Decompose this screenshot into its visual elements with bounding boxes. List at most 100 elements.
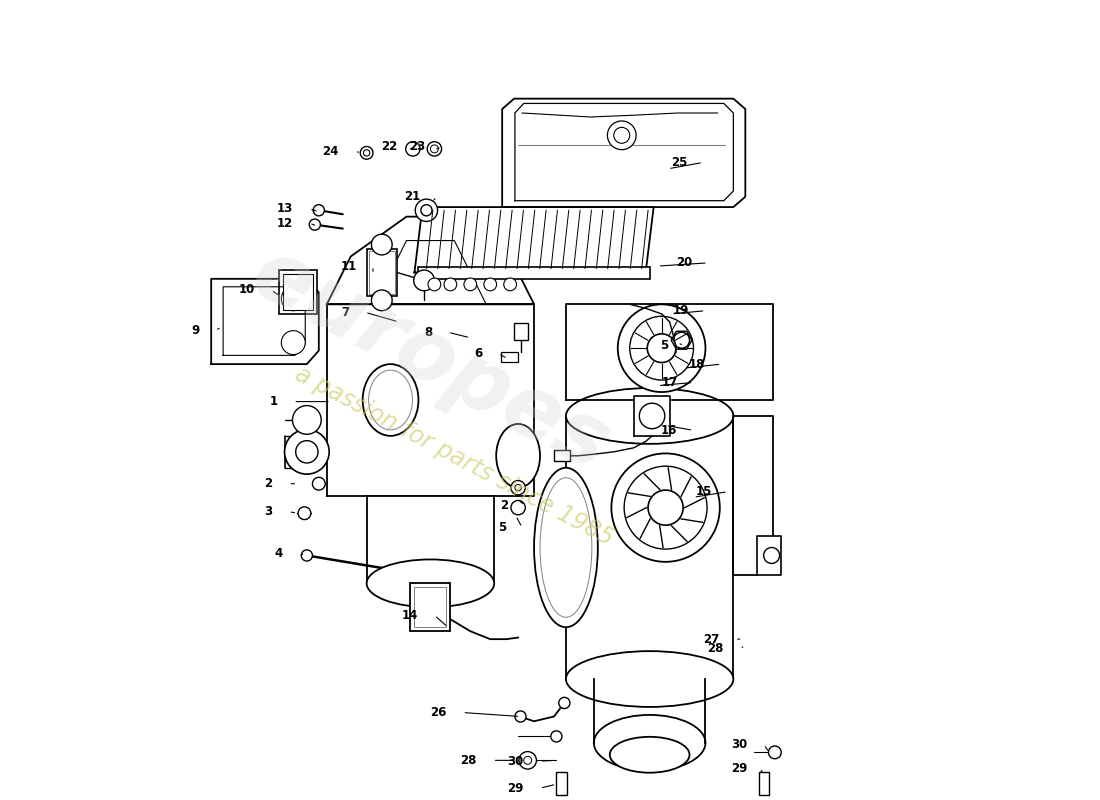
Text: 30: 30: [507, 754, 524, 768]
Circle shape: [430, 145, 439, 153]
Circle shape: [406, 142, 420, 156]
Text: 1: 1: [270, 395, 277, 408]
Text: 25: 25: [671, 156, 688, 169]
Text: 5: 5: [498, 521, 506, 534]
Circle shape: [282, 286, 306, 310]
Bar: [366, 249, 397, 296]
Circle shape: [510, 481, 526, 495]
Text: 21: 21: [405, 190, 421, 203]
Ellipse shape: [609, 737, 690, 773]
Text: 28: 28: [707, 642, 724, 655]
Polygon shape: [565, 416, 734, 679]
Circle shape: [551, 731, 562, 742]
Text: 22: 22: [381, 140, 397, 153]
Ellipse shape: [594, 715, 705, 770]
Circle shape: [309, 219, 320, 230]
Circle shape: [421, 205, 432, 216]
Circle shape: [629, 316, 693, 380]
Bar: [410, 583, 450, 631]
Text: europes: europes: [238, 231, 624, 489]
Polygon shape: [327, 217, 535, 304]
Circle shape: [296, 441, 318, 463]
Circle shape: [647, 334, 676, 362]
Text: 18: 18: [689, 358, 705, 370]
Circle shape: [519, 751, 537, 769]
Text: 23: 23: [409, 140, 426, 153]
Polygon shape: [565, 304, 773, 400]
Text: 29: 29: [732, 762, 748, 775]
Bar: [759, 772, 769, 794]
Circle shape: [484, 278, 496, 290]
Circle shape: [618, 304, 705, 392]
Ellipse shape: [565, 388, 734, 444]
Polygon shape: [503, 98, 746, 207]
Text: 16: 16: [661, 424, 678, 437]
Text: 30: 30: [732, 738, 748, 751]
Ellipse shape: [565, 651, 734, 707]
Circle shape: [504, 278, 517, 290]
Polygon shape: [211, 279, 319, 364]
Circle shape: [510, 501, 526, 515]
Circle shape: [372, 290, 392, 310]
Bar: [418, 267, 650, 279]
Bar: [500, 352, 518, 362]
Bar: [368, 251, 395, 294]
Circle shape: [612, 454, 719, 562]
Text: 6: 6: [474, 347, 482, 360]
Text: 2: 2: [500, 498, 508, 512]
Circle shape: [515, 711, 526, 722]
Ellipse shape: [363, 364, 418, 436]
Bar: [279, 270, 317, 314]
Ellipse shape: [540, 478, 592, 618]
Bar: [557, 772, 566, 794]
Ellipse shape: [535, 468, 597, 627]
Circle shape: [464, 278, 476, 290]
Text: 4: 4: [275, 546, 283, 559]
Circle shape: [763, 547, 780, 563]
Bar: [554, 450, 570, 461]
Text: 9: 9: [191, 324, 199, 337]
Text: 15: 15: [695, 485, 712, 498]
Circle shape: [372, 234, 392, 255]
Text: 28: 28: [460, 754, 476, 767]
Text: 10: 10: [239, 283, 255, 297]
Circle shape: [524, 756, 531, 764]
Circle shape: [314, 205, 324, 216]
Text: 29: 29: [507, 782, 524, 794]
Polygon shape: [734, 416, 773, 575]
Polygon shape: [366, 496, 494, 583]
Polygon shape: [415, 207, 653, 273]
Polygon shape: [757, 535, 781, 575]
Circle shape: [607, 121, 636, 150]
Text: 11: 11: [341, 259, 358, 273]
Text: 7: 7: [341, 306, 349, 319]
Circle shape: [414, 270, 435, 290]
Circle shape: [444, 278, 456, 290]
Circle shape: [361, 146, 373, 159]
Text: 12: 12: [277, 217, 294, 230]
Circle shape: [363, 150, 370, 156]
Circle shape: [648, 490, 683, 525]
Circle shape: [614, 127, 629, 143]
Circle shape: [624, 466, 707, 549]
Text: 17: 17: [661, 376, 678, 389]
Circle shape: [312, 478, 326, 490]
Ellipse shape: [368, 370, 412, 430]
Circle shape: [559, 698, 570, 709]
Circle shape: [515, 485, 521, 491]
Text: 8: 8: [424, 326, 432, 338]
Bar: [415, 587, 447, 627]
Text: 3: 3: [264, 505, 273, 518]
Circle shape: [769, 746, 781, 758]
Circle shape: [285, 430, 329, 474]
Text: 19: 19: [673, 304, 690, 318]
Circle shape: [639, 403, 664, 429]
Text: 26: 26: [430, 706, 447, 719]
Circle shape: [293, 406, 321, 434]
Polygon shape: [327, 304, 535, 496]
Text: a passion for parts since 1985: a passion for parts since 1985: [292, 362, 617, 550]
Text: 14: 14: [403, 609, 418, 622]
Circle shape: [427, 142, 441, 156]
Bar: [283, 274, 313, 310]
Circle shape: [282, 330, 306, 354]
